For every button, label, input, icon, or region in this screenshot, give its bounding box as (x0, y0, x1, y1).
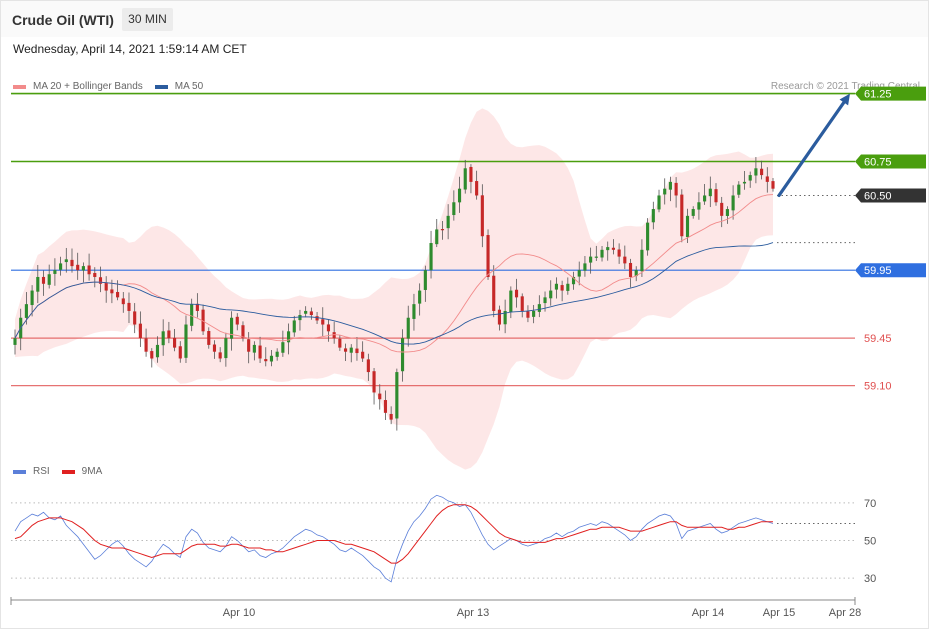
research-credit: Research © 2021 Trading Central (770, 81, 920, 92)
rsi-ma-legend-label: 9MA (81, 466, 103, 477)
chart-datetime: Wednesday, April 14, 2021 1:59:14 AM CET (13, 42, 247, 56)
bollinger-legend-label: MA 20 + Bollinger Bands (33, 81, 143, 92)
bollinger-legend-swatch (13, 84, 26, 89)
rsi-ma-legend-swatch (61, 469, 75, 474)
rsi-legend-swatch (13, 469, 26, 474)
timeframe-badge[interactable]: 30 MIN (122, 8, 173, 31)
ma50-legend-swatch (154, 84, 168, 89)
rsi-legend: RSI 9MA (13, 466, 114, 477)
price-legend: MA 20 + Bollinger Bands MA 50 (13, 81, 215, 92)
instrument-title: Crude Oil (WTI) (12, 12, 114, 28)
chart-header: Crude Oil (WTI) 30 MIN (1, 1, 928, 37)
rsi-legend-label: RSI (33, 466, 50, 477)
ma50-legend-label: MA 50 (174, 81, 204, 92)
